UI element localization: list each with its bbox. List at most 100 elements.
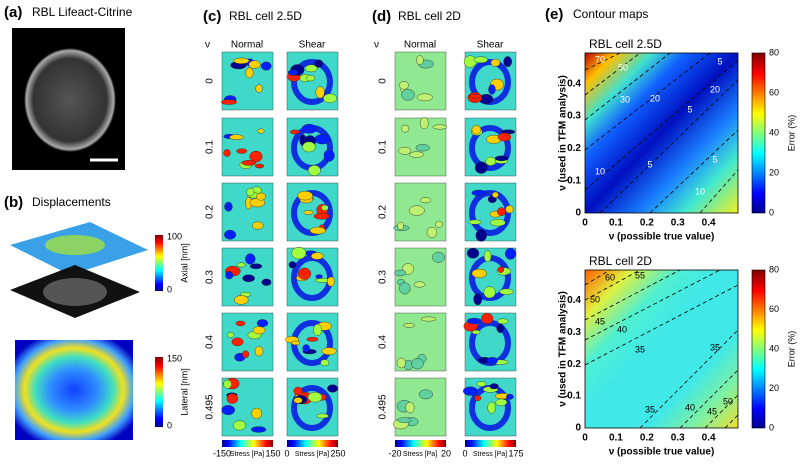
panel-title: RBL cell 2D (398, 9, 461, 23)
colorbar-tick: 20 (441, 448, 451, 458)
contour-label: 70 (595, 54, 605, 64)
stress-blob (415, 144, 430, 152)
colorbar-label: Stress [Pa] (295, 451, 329, 458)
x-tick-label: 0.3 (671, 218, 685, 229)
stress-ring (291, 59, 333, 105)
stress-blob (252, 326, 266, 335)
colorbar-tick: 60 (769, 304, 779, 314)
stress-blob (485, 156, 497, 166)
stress-blob (316, 413, 329, 419)
stress-blob (471, 189, 487, 196)
row-label: 0.1 (378, 140, 389, 154)
stress-blob (254, 163, 265, 169)
row-label: 0.3 (205, 270, 216, 284)
stress-blob (309, 226, 326, 235)
stress-blob (426, 226, 438, 238)
stress-blob (221, 405, 235, 416)
contour-label: 10 (695, 186, 705, 196)
stress-blob (490, 58, 501, 67)
stress-blob (416, 93, 433, 102)
colorbar (751, 52, 766, 214)
column-header: Shear (299, 40, 326, 51)
stress-blob (326, 276, 335, 287)
column-header: ν (205, 40, 210, 51)
stress-blob (290, 129, 300, 135)
stress-blob (497, 318, 509, 325)
contour-line (585, 270, 641, 301)
stress-blob (432, 251, 445, 263)
stress-blob (473, 56, 488, 64)
stress-blob (242, 350, 250, 359)
contour-label: 45 (707, 406, 717, 416)
row-label: 0.1 (205, 140, 216, 154)
stress-blob (307, 164, 321, 177)
stress-blob (313, 212, 330, 220)
stress-blob (486, 357, 499, 365)
cell-image (24, 48, 116, 152)
stress-ring (469, 125, 511, 171)
stress-blob (242, 274, 255, 283)
x-tick-label: 0.2 (640, 433, 654, 444)
stress-blob (257, 128, 265, 134)
colorbar-tick: -150 (213, 448, 231, 458)
stress-blob (246, 187, 255, 197)
stress-blob (223, 149, 231, 157)
contour-label: 10 (595, 166, 605, 176)
colorbar-tick: 80 (769, 264, 779, 274)
stress-blob (305, 64, 318, 73)
contour-line (585, 284, 738, 366)
contour-label: 50 (590, 294, 600, 304)
stress-blob (474, 161, 488, 174)
contour-label: 35 (635, 344, 645, 354)
stress-blob (291, 340, 301, 346)
colorbar-tick: 150 (167, 353, 182, 363)
colorbar-label: Error (%) (786, 115, 796, 152)
stress-blob (233, 295, 249, 305)
colorbar-label: Lateral [nm] (179, 368, 189, 416)
contour-label: 5 (687, 104, 692, 114)
stress-blob (261, 278, 272, 286)
stress-blob (471, 329, 481, 335)
stress-blob (249, 263, 263, 269)
row-label: 0.2 (378, 205, 389, 219)
y-tick-label: 0.4 (567, 295, 581, 306)
plot-title: RBL cell 2.5D (589, 37, 662, 51)
stress-blob (321, 347, 337, 356)
stress-blob (245, 253, 256, 265)
stress-blob (306, 337, 319, 342)
x-tick-label: 0.4 (702, 433, 716, 444)
stress-blob (490, 219, 506, 227)
stress-blob (476, 381, 487, 387)
colorbar (287, 440, 338, 447)
panel-label: (d) (372, 8, 391, 25)
colorbar-tick: 0 (462, 448, 467, 458)
panel-title: Contour maps (573, 7, 648, 21)
contour-line (704, 394, 738, 428)
colorbar-tick: 100 (167, 231, 182, 241)
contour-label: 20 (650, 93, 660, 103)
stress-blob (487, 401, 496, 414)
contour-label: 5 (712, 154, 717, 164)
stress-blob (396, 357, 406, 369)
colorbar-tick: 175 (508, 448, 523, 458)
stress-blob (432, 124, 448, 130)
panel-title: RBL Lifeact-Citrine (32, 5, 133, 19)
stress-blob (405, 401, 415, 414)
stress-blob (293, 397, 303, 404)
panel-title: Displacements (32, 195, 111, 209)
x-tick-label: 0.3 (671, 433, 685, 444)
contour-line (724, 414, 738, 428)
stress-blob (310, 252, 324, 260)
contour-label: 55 (635, 270, 645, 280)
stress-blob (483, 250, 492, 263)
stress-blob (305, 74, 316, 82)
stress-blob (495, 398, 508, 407)
stress-blob (231, 337, 244, 347)
panel-title: RBL cell 2.5D (229, 9, 302, 23)
stress-blob (226, 393, 239, 404)
stress-blob (302, 141, 316, 153)
stress-blob (314, 134, 331, 145)
colorbar-tick: 250 (330, 448, 345, 458)
column-header: ν (374, 40, 379, 51)
